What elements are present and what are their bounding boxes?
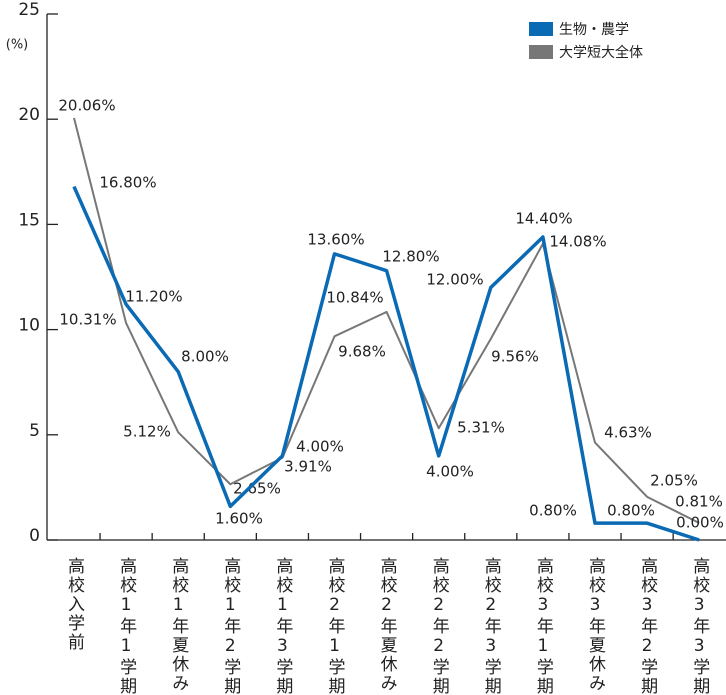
value-label: 2.05%	[650, 472, 698, 490]
value-label: 0.80%	[529, 502, 577, 520]
legend-swatch	[529, 45, 553, 59]
value-label: 14.08%	[549, 233, 606, 251]
value-label: 10.31%	[59, 311, 116, 329]
value-label: 0.80%	[607, 502, 655, 520]
x-tick-label: 高校3年1学期	[533, 557, 554, 695]
value-label: 10.84%	[326, 289, 383, 307]
x-tick-label: 高校2年2学期	[429, 557, 450, 695]
x-tick-label: 高校1年2学期	[220, 557, 241, 695]
y-tick-label: 0	[29, 526, 40, 546]
x-tick-label: 高校3年夏休み	[585, 557, 606, 693]
y-tick-label: 20	[18, 105, 40, 125]
value-label: 0.00%	[676, 514, 724, 532]
value-label: 4.00%	[426, 463, 474, 481]
y-tick-label: 10	[18, 316, 40, 336]
legend-label: 大学短大全体	[559, 44, 643, 61]
legend-label: 生物・農学	[559, 22, 629, 38]
value-label: 9.68%	[338, 343, 386, 361]
x-tick-label: 高校2年1学期	[325, 557, 346, 695]
y-tick-label: 15	[18, 210, 40, 230]
value-label: 12.00%	[426, 271, 483, 289]
value-label: 3.91%	[284, 458, 332, 476]
value-label: 14.40%	[515, 210, 572, 228]
value-label: 9.56%	[491, 348, 539, 366]
x-tick-label: 高校1年3学期	[272, 557, 293, 695]
value-label: 4.63%	[604, 424, 652, 442]
y-unit: (%)	[6, 38, 29, 53]
y-tick-label: 25	[18, 0, 40, 20]
series-line	[72, 185, 700, 542]
legend-swatch	[529, 22, 553, 36]
value-label: 5.12%	[123, 423, 171, 441]
x-tick-label: 高校3年2学期	[637, 557, 658, 695]
x-tick-label: 高校2年夏休み	[377, 557, 398, 693]
x-tick-label: 高校入学前	[64, 557, 85, 652]
value-label: 16.80%	[99, 174, 156, 192]
y-tick-label: 5	[29, 421, 40, 441]
x-tick-label: 高校2年3学期	[481, 557, 502, 695]
value-label: 20.06%	[58, 97, 115, 115]
value-label: 12.80%	[382, 248, 439, 266]
x-tick-label: 高校3年3学期	[689, 557, 710, 695]
value-label: 0.81%	[675, 493, 723, 511]
value-label: 13.60%	[307, 231, 364, 249]
value-label: 4.00%	[296, 438, 344, 456]
x-tick-label: 高校1年夏休み	[168, 557, 189, 693]
value-label: 5.31%	[457, 419, 505, 437]
x-tick-label: 高校1年1学期	[116, 557, 137, 695]
value-label: 8.00%	[181, 348, 229, 366]
series-line	[73, 117, 700, 524]
value-label: 1.60%	[215, 510, 263, 528]
value-label: 11.20%	[125, 288, 182, 306]
